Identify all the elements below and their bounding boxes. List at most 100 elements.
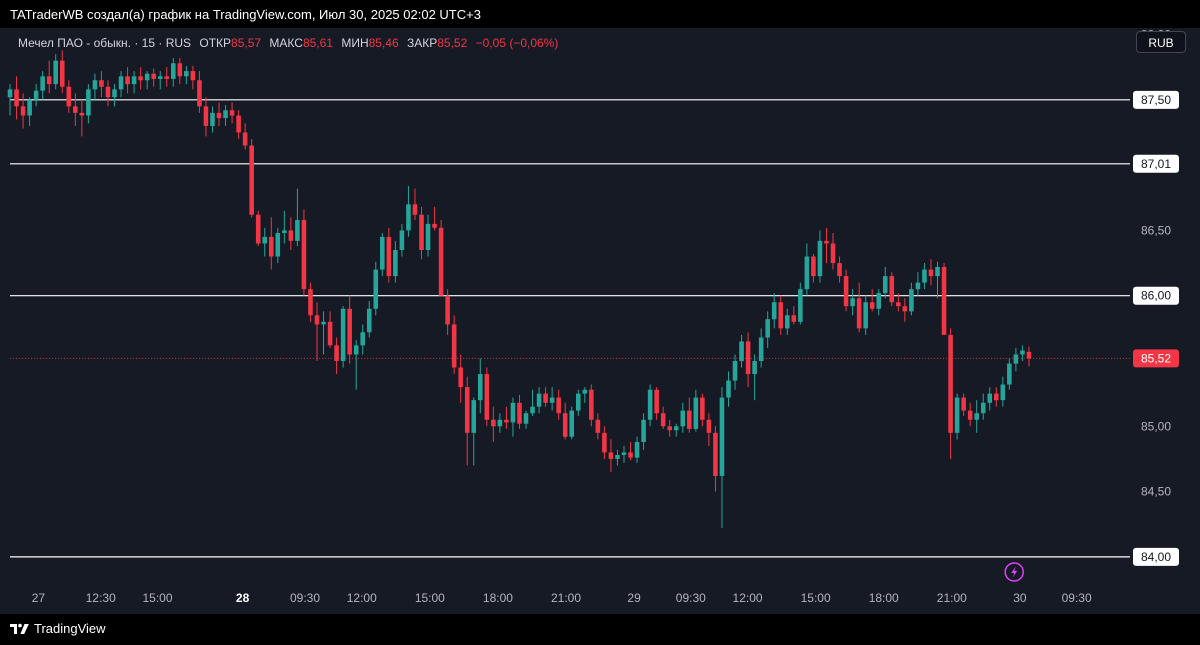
candle-body bbox=[458, 367, 463, 388]
candle bbox=[451, 315, 457, 375]
candle bbox=[830, 233, 836, 270]
open-value: 85,57 bbox=[231, 36, 262, 50]
candle bbox=[909, 282, 914, 316]
brand-name: TradingView bbox=[34, 621, 106, 636]
candle bbox=[719, 387, 725, 529]
candle-body bbox=[73, 106, 78, 113]
close-value: 85,52 bbox=[437, 36, 468, 50]
candle bbox=[837, 256, 842, 283]
lightning-icon[interactable] bbox=[1004, 562, 1024, 582]
candle bbox=[928, 259, 934, 286]
candle-body bbox=[268, 236, 274, 257]
candle bbox=[582, 387, 588, 403]
candle-body bbox=[961, 397, 966, 411]
candle-body bbox=[353, 345, 359, 355]
candle bbox=[497, 413, 503, 433]
candle-body bbox=[641, 419, 646, 442]
candle-body bbox=[210, 112, 215, 126]
candle-body bbox=[242, 132, 248, 146]
currency-button[interactable]: RUB bbox=[1136, 31, 1186, 53]
candle-body bbox=[295, 219, 300, 241]
low-label: МИН bbox=[341, 36, 369, 50]
x-tick-label: 30 bbox=[1013, 591, 1027, 605]
candle bbox=[432, 206, 437, 231]
candle-body bbox=[948, 334, 953, 433]
candle bbox=[210, 106, 215, 133]
level-label-1-box bbox=[1133, 154, 1179, 173]
candle-body bbox=[660, 413, 666, 427]
candle-body bbox=[693, 397, 699, 429]
tradingview-brand[interactable]: TradingView bbox=[10, 620, 106, 638]
candle bbox=[850, 289, 855, 316]
high-value: 85,61 bbox=[302, 36, 333, 50]
candle-body bbox=[164, 76, 170, 79]
candle bbox=[739, 334, 744, 368]
candle-body bbox=[621, 452, 627, 456]
candle bbox=[184, 65, 189, 85]
candle bbox=[765, 311, 770, 348]
candle-body bbox=[980, 402, 986, 414]
candle bbox=[1020, 345, 1025, 361]
candle bbox=[288, 217, 294, 250]
x-tick-label: 21:00 bbox=[937, 591, 967, 605]
candle bbox=[295, 188, 300, 247]
candle-body bbox=[497, 419, 503, 427]
candle bbox=[340, 306, 346, 368]
candle-body bbox=[869, 302, 875, 309]
candle bbox=[262, 227, 268, 257]
candle-body bbox=[262, 236, 268, 244]
candle bbox=[380, 233, 385, 277]
horizontal-levels: 87,50 87,01 86,00 84,00 bbox=[10, 90, 1179, 566]
candle bbox=[994, 387, 999, 407]
candle bbox=[745, 332, 751, 388]
candle-body bbox=[732, 361, 738, 381]
candle-body bbox=[549, 397, 555, 403]
candle-body bbox=[700, 397, 705, 420]
candle-body bbox=[27, 99, 32, 116]
candle-body bbox=[994, 393, 999, 401]
candle bbox=[987, 387, 993, 411]
candle bbox=[20, 93, 26, 129]
chart-caption: TATraderWB создал(а) график на TradingVi… bbox=[10, 7, 481, 22]
candle-body bbox=[484, 374, 490, 420]
candle-body bbox=[105, 86, 111, 98]
candle-body bbox=[321, 321, 326, 325]
candle bbox=[510, 397, 516, 437]
candle-body bbox=[399, 230, 405, 250]
candle bbox=[131, 71, 137, 94]
candle bbox=[687, 397, 692, 433]
candle-body bbox=[380, 236, 385, 270]
candle bbox=[1007, 358, 1012, 390]
candle bbox=[321, 311, 326, 355]
candle-body bbox=[203, 106, 209, 126]
candle bbox=[549, 387, 555, 411]
candle bbox=[843, 269, 849, 312]
candle-body bbox=[112, 89, 117, 98]
candle bbox=[817, 230, 823, 283]
candle bbox=[517, 394, 522, 429]
candle-body bbox=[523, 413, 529, 424]
candle-body bbox=[478, 374, 483, 401]
x-tick-label: 27 bbox=[32, 591, 46, 605]
candle-body bbox=[229, 110, 235, 116]
candle-body bbox=[360, 332, 366, 346]
candle-body bbox=[817, 240, 823, 277]
candle bbox=[654, 387, 659, 420]
candle bbox=[680, 402, 686, 433]
candle bbox=[523, 410, 529, 429]
candle-body bbox=[131, 76, 137, 85]
y-tick-label: 85,00 bbox=[1141, 419, 1171, 433]
candle-body bbox=[445, 295, 450, 325]
candle-body bbox=[504, 419, 509, 423]
level-label-0-text: 87,50 bbox=[1141, 93, 1171, 107]
candle bbox=[804, 243, 810, 296]
candle bbox=[249, 139, 254, 218]
candle bbox=[954, 393, 960, 440]
x-tick-label: 15:00 bbox=[142, 591, 172, 605]
candle bbox=[967, 402, 973, 427]
candle bbox=[223, 105, 228, 126]
candle-body bbox=[138, 76, 143, 81]
candle bbox=[66, 80, 72, 113]
